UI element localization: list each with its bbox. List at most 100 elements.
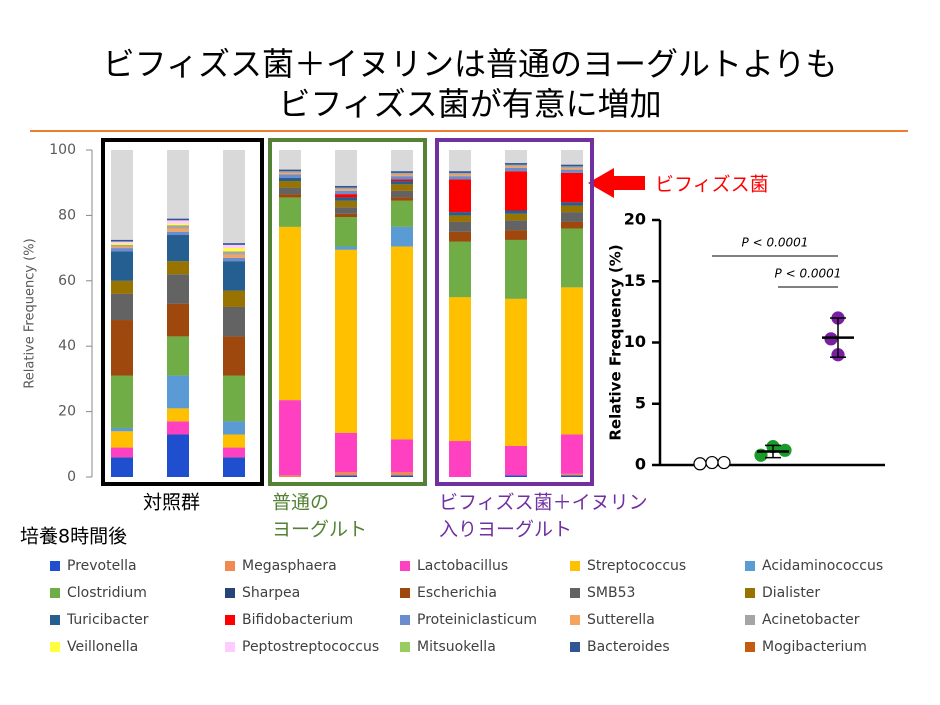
bar-segment bbox=[449, 297, 471, 442]
bar-segment bbox=[505, 166, 527, 168]
bar-segment bbox=[335, 475, 357, 477]
bar-segment bbox=[561, 164, 583, 167]
bar-segment bbox=[335, 194, 357, 198]
slide-title: ビフィズス菌が有意に増加 bbox=[278, 85, 661, 123]
bar-segment bbox=[223, 434, 245, 448]
legend-swatch bbox=[400, 561, 410, 571]
bar-segment bbox=[279, 400, 301, 476]
legend-label: SMB53 bbox=[587, 585, 635, 601]
bar-segment bbox=[561, 205, 583, 213]
bar-segment bbox=[449, 231, 471, 242]
legend-swatch bbox=[570, 588, 580, 598]
bar-segment bbox=[223, 244, 245, 249]
y-tick-label: 0 bbox=[67, 469, 76, 485]
legend-label: Megasphaera bbox=[242, 558, 337, 574]
dot bbox=[693, 457, 707, 471]
bar-segment bbox=[449, 172, 471, 175]
bar-segment bbox=[391, 174, 413, 177]
bar-segment bbox=[335, 187, 357, 190]
bar-segment bbox=[111, 244, 133, 247]
bar-segment bbox=[167, 303, 189, 337]
bar-segment bbox=[391, 181, 413, 185]
bar-segment bbox=[335, 246, 357, 250]
bar-segment bbox=[391, 197, 413, 201]
legend-swatch bbox=[225, 642, 235, 652]
bar-segment bbox=[223, 306, 245, 337]
dot bbox=[717, 455, 731, 470]
y-tick-label: 15 bbox=[624, 271, 646, 290]
bar-segment bbox=[335, 197, 357, 201]
bar-segment bbox=[561, 166, 583, 168]
bar-segment bbox=[391, 172, 413, 175]
arrow bbox=[588, 168, 645, 198]
y-tick-label: 20 bbox=[624, 210, 646, 229]
bar-segment bbox=[449, 179, 471, 213]
arrow-label: ビフィズス菌 bbox=[655, 174, 769, 196]
bar-segment bbox=[167, 408, 189, 422]
bar-segment bbox=[111, 293, 133, 321]
bar-segment bbox=[223, 254, 245, 258]
bar-segment bbox=[505, 163, 527, 165]
bar-segment bbox=[449, 212, 471, 216]
y-axis-label: Relative Frequency (%) bbox=[607, 244, 625, 440]
bar-segment bbox=[335, 200, 357, 208]
bar-segment bbox=[391, 472, 413, 476]
bar-segment bbox=[505, 239, 527, 299]
bar-segment bbox=[391, 171, 413, 173]
y-tick-label: 80 bbox=[58, 207, 76, 223]
bar-segment bbox=[505, 210, 527, 214]
bar-segment bbox=[167, 421, 189, 435]
bar-segment bbox=[449, 171, 471, 173]
bar-segment bbox=[223, 290, 245, 307]
bar-segment bbox=[111, 447, 133, 458]
bar-segment bbox=[561, 172, 583, 203]
bar-segment bbox=[505, 445, 527, 476]
note: 培養8時間後 bbox=[20, 526, 127, 548]
y-tick-label: 5 bbox=[635, 393, 646, 412]
bar-segment bbox=[167, 228, 189, 232]
bar-segment bbox=[449, 221, 471, 232]
legend-label: Mitsuokella bbox=[417, 639, 496, 655]
legend-label: Peptostreptococcus bbox=[242, 639, 379, 655]
legend-label: Bifidobacterium bbox=[242, 612, 353, 628]
legend-label: Lactobacillus bbox=[417, 558, 508, 574]
bar-segment bbox=[449, 215, 471, 222]
bar-segment bbox=[223, 421, 245, 435]
bar-segment bbox=[279, 174, 301, 178]
bar-segment bbox=[561, 228, 583, 288]
bar-segment bbox=[561, 434, 583, 474]
bar-segment bbox=[111, 280, 133, 294]
bar-segment bbox=[279, 181, 301, 188]
y-tick-label: 100 bbox=[49, 142, 76, 158]
bar-segment bbox=[561, 212, 583, 222]
bar-segment bbox=[505, 164, 527, 167]
bar-segment bbox=[167, 336, 189, 376]
legend-label: Dialister bbox=[762, 585, 820, 601]
bar-segment bbox=[167, 225, 189, 229]
y-tick-label: 20 bbox=[58, 404, 76, 420]
bar-segment bbox=[449, 441, 471, 477]
bar-segment bbox=[335, 217, 357, 247]
group-box bbox=[268, 138, 427, 486]
bar-segment bbox=[505, 213, 527, 221]
bar-segment bbox=[111, 239, 133, 242]
bar-segment bbox=[561, 202, 583, 206]
bar-segment bbox=[279, 187, 301, 195]
bar-segment bbox=[505, 171, 527, 211]
bar-segment bbox=[449, 241, 471, 298]
legend-label: Escherichia bbox=[417, 585, 497, 601]
bar-segment bbox=[111, 246, 133, 249]
bar-segment bbox=[223, 375, 245, 422]
legend-swatch bbox=[50, 642, 60, 652]
legend-swatch bbox=[50, 561, 60, 571]
legend-swatch bbox=[745, 642, 755, 652]
legend-swatch bbox=[570, 642, 580, 652]
legend-swatch bbox=[570, 561, 580, 571]
legend-swatch bbox=[400, 615, 410, 625]
legend-label: Prevotella bbox=[67, 558, 137, 574]
bar-segment bbox=[279, 475, 301, 477]
bar-segment bbox=[335, 207, 357, 214]
legend-label: Sutterella bbox=[587, 612, 655, 628]
bar-segment bbox=[561, 221, 583, 229]
